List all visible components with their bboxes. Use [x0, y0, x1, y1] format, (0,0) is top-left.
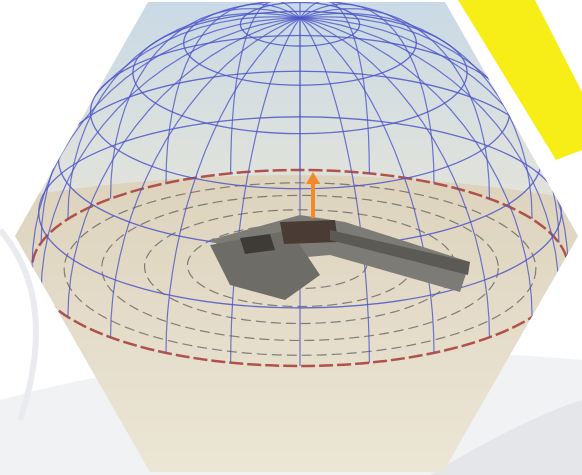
dome-meridian [67, 12, 301, 220]
background-swoosh [430, 400, 582, 475]
background-swoosh [0, 228, 39, 421]
accent-stripe [458, 0, 582, 160]
dome-meridian [40, 17, 301, 294]
dome-meridian [299, 8, 491, 199]
dome-meridian [299, 17, 491, 338]
dome-meridian [109, 8, 301, 199]
building [240, 234, 275, 254]
dome-meridian [31, 17, 301, 269]
dome-meridian [299, 3, 435, 184]
dome-meridian [109, 17, 301, 338]
dome-meridian [230, 2, 301, 174]
dome-meridian [299, 17, 370, 363]
ground-ring [101, 194, 499, 342]
dome-meridian [40, 16, 301, 243]
ground [15, 175, 578, 472]
building [280, 220, 338, 244]
dome-meridian [165, 17, 301, 353]
dome-meridian [299, 12, 533, 220]
dome-meridian [299, 17, 533, 318]
dome-meridian [230, 17, 301, 363]
dome-meridian [67, 17, 301, 318]
dome-meridian [299, 17, 435, 353]
dome-meridian [299, 17, 569, 269]
dome-meridian [299, 17, 560, 294]
building [330, 230, 470, 275]
building-shadow [210, 230, 320, 300]
dome-meridian [299, 2, 370, 174]
sun-vector-head [306, 172, 320, 184]
